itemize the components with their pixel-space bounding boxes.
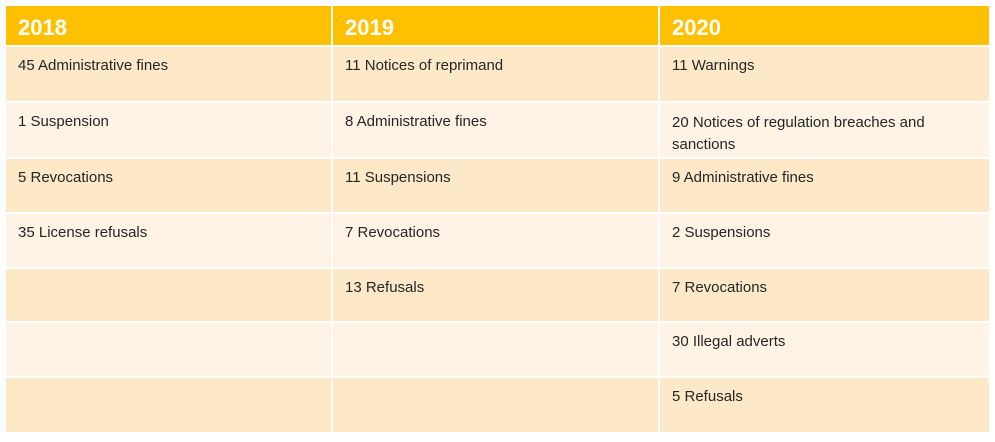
table-cell: 5 Refusals <box>660 378 989 434</box>
table-cell <box>6 323 333 378</box>
table-cell <box>6 378 333 434</box>
table-cell: 7 Revocations <box>333 214 660 269</box>
year-header-2020: 2020 <box>660 6 989 47</box>
table-cell: 1 Suspension <box>6 103 333 159</box>
year-header-2018: 2018 <box>6 6 333 47</box>
table-cell: 45 Administrative fines <box>6 47 333 103</box>
table-cell: 11 Notices of reprimand <box>333 47 660 103</box>
sanctions-table: 2018 2019 2020 45 Administrative fines 1… <box>6 6 989 436</box>
year-header-2019: 2019 <box>333 6 660 47</box>
table-cell <box>6 269 333 323</box>
table-cell: 13 Refusals <box>333 269 660 323</box>
table-cell: 35 License refusals <box>6 214 333 269</box>
table-cell: 30 Illegal adverts <box>660 323 989 378</box>
table-cell: 7 Revocations <box>660 269 989 323</box>
table-cell: 20 Notices of regulation breaches and sa… <box>660 103 989 159</box>
table-cell: 11 Warnings <box>660 47 989 103</box>
table-cell: 8 Administrative fines <box>333 103 660 159</box>
table-cell: 11 Suspensions <box>333 159 660 214</box>
table-cell <box>333 323 660 378</box>
table-cell <box>333 378 660 434</box>
table-cell: 9 Administrative fines <box>660 159 989 214</box>
table-cell: 5 Revocations <box>6 159 333 214</box>
table-cell: 2 Suspensions <box>660 214 989 269</box>
